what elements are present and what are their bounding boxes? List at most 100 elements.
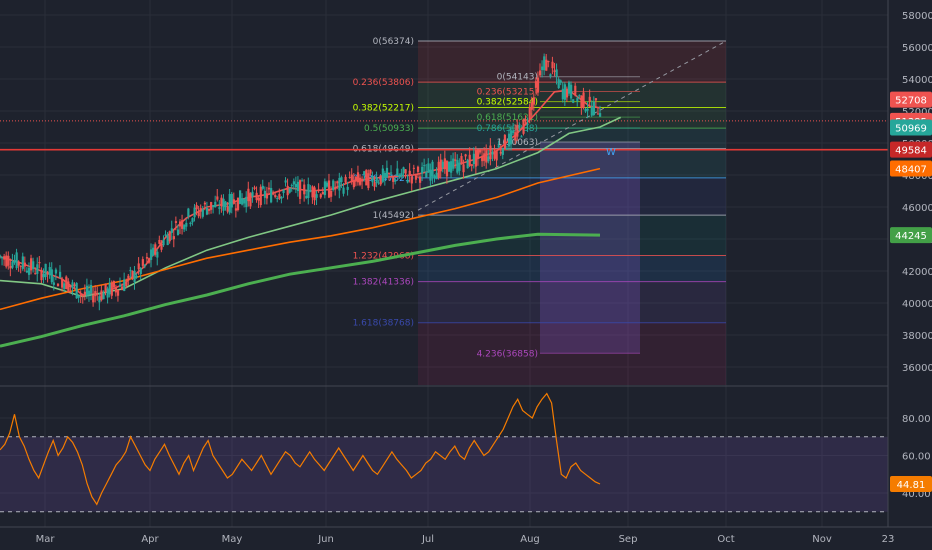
candle-body	[241, 198, 244, 205]
candle-body	[56, 283, 60, 287]
candle-body	[143, 264, 147, 266]
candle-body	[270, 188, 273, 203]
candle-body	[13, 260, 16, 263]
candle-body	[282, 189, 285, 194]
candle-body	[212, 205, 215, 208]
fib-inner-label: 0.236(53215)	[477, 88, 538, 98]
candle-body	[334, 187, 337, 190]
candle-body	[499, 151, 502, 154]
candle-body	[325, 182, 329, 187]
candle-body	[5, 255, 8, 267]
candle-body	[195, 205, 198, 210]
candle-body	[32, 261, 35, 269]
candle-body	[232, 199, 235, 204]
candle-body	[400, 172, 403, 177]
candle-body	[390, 172, 393, 174]
rsi-tick-label: 80.00	[902, 414, 931, 425]
time-tick-label: Aug	[520, 534, 540, 545]
price-badge	[890, 160, 932, 177]
candle-body	[9, 266, 12, 269]
candle-body	[139, 268, 142, 275]
candle-body	[141, 259, 144, 266]
candle-body	[301, 180, 304, 182]
candle-body	[311, 186, 314, 198]
candle-body	[398, 175, 401, 178]
candle-body	[315, 194, 318, 198]
fib-inner-label: 0.382(52584)	[477, 98, 538, 108]
price-badge-label: 50969	[895, 123, 927, 134]
candle-body	[305, 195, 308, 199]
candle-body	[160, 243, 163, 250]
price-tick-label: 46000	[902, 203, 932, 214]
candle-body	[551, 61, 554, 69]
candle-body	[176, 229, 180, 236]
candle-body	[406, 180, 409, 183]
candle-body	[549, 74, 552, 77]
candle-body	[561, 88, 564, 100]
price-tick-label: 54000	[902, 75, 932, 86]
candle-body	[346, 186, 349, 190]
candle-body	[361, 180, 364, 182]
candle-body	[456, 160, 459, 173]
fib-zone	[418, 128, 726, 149]
candle-body	[466, 159, 469, 169]
candle-body	[193, 207, 196, 218]
candle-body	[491, 151, 494, 155]
candle-body	[296, 181, 300, 192]
candle-body	[65, 276, 68, 290]
candle-body	[104, 283, 107, 293]
candle-body	[452, 158, 455, 169]
candle-body	[0, 255, 2, 257]
candle-body	[414, 175, 418, 180]
candle-body	[108, 282, 111, 295]
candle-body	[385, 167, 389, 178]
candle-body	[96, 293, 99, 295]
candle-body	[350, 174, 353, 182]
price-badge	[890, 141, 932, 158]
rsi-badge	[890, 475, 932, 492]
candle-body	[375, 177, 378, 183]
candle-body	[586, 108, 589, 111]
fib-zone	[418, 107, 726, 129]
candle-body	[205, 207, 209, 215]
candle-body	[487, 156, 490, 162]
fib-inner-label: 1(50063)	[497, 138, 538, 148]
candle-body	[27, 267, 31, 275]
candle-body	[450, 161, 453, 173]
candle-body	[54, 269, 58, 274]
ema-line	[0, 167, 601, 311]
candle-body	[522, 119, 525, 134]
candle-body	[71, 282, 74, 288]
candle-body	[445, 160, 449, 177]
rsi-badge-label: 44.81	[897, 480, 926, 491]
candle-body	[570, 84, 573, 99]
candle-body	[19, 265, 22, 267]
time-tick-label: Jul	[421, 534, 434, 545]
candle-body	[421, 166, 424, 174]
candle-body	[383, 172, 387, 178]
candle-body	[338, 177, 341, 191]
candle-body	[433, 175, 436, 179]
candle-body	[210, 202, 213, 210]
price-badge-label: 52708	[895, 96, 927, 107]
candle-body	[114, 287, 118, 293]
price-tick-label: 52000	[902, 107, 932, 118]
candle-body	[543, 56, 546, 71]
candle-body	[156, 251, 159, 258]
fib-level-label: 0.5(50933)	[364, 124, 414, 134]
candle-body	[42, 273, 45, 278]
candle-body	[201, 209, 204, 217]
candle-body	[435, 172, 438, 180]
candle-body	[369, 169, 372, 174]
candle-body	[462, 164, 465, 173]
candle-body	[553, 70, 556, 72]
candle-body	[59, 271, 62, 278]
price-badge	[890, 227, 932, 244]
fib-inner-label: 4.236(36858)	[477, 349, 538, 359]
candle-body	[520, 136, 523, 138]
candle-body	[497, 145, 500, 148]
candle-body	[290, 185, 293, 187]
candle-body	[454, 159, 457, 161]
candle-body	[532, 97, 535, 105]
